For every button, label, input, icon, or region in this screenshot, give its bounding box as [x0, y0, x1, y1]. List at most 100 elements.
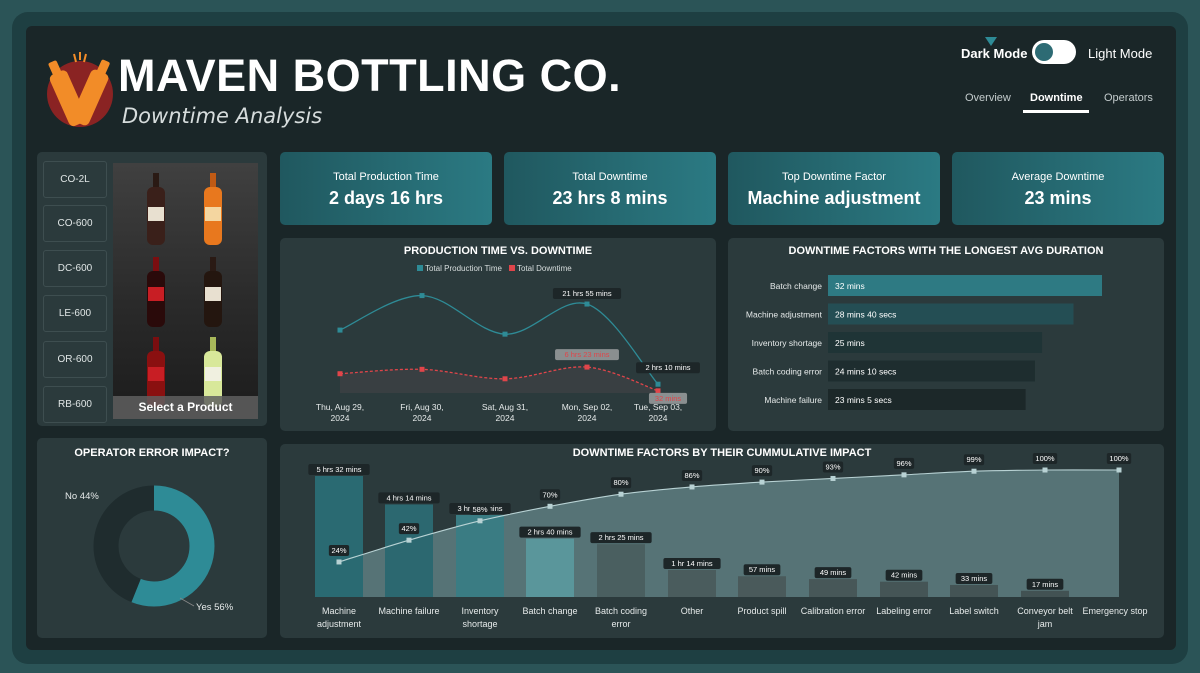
y-tick-label: Inventory shortage: [752, 338, 823, 348]
x-tick-label: Inventory: [461, 606, 499, 616]
light-mode-label[interactable]: Light Mode: [1088, 46, 1153, 61]
data-label-bg: [743, 564, 781, 576]
kpi-total-downtime: Total Downtime 23 hrs 8 mins: [504, 152, 716, 225]
pct-label-bg: [822, 461, 844, 473]
data-label-bg: [519, 526, 581, 538]
data-label: 57 mins: [749, 565, 776, 574]
data-label: 2 hrs 10 mins: [645, 363, 690, 372]
bar: [668, 570, 716, 597]
bottle-image: [147, 173, 165, 245]
data-label-bg: [308, 464, 370, 475]
production-vs-downtime-card: [280, 238, 716, 431]
pct-label-bg: [328, 544, 350, 556]
data-label: 32 mins: [655, 394, 682, 403]
data-label-bg: [648, 392, 688, 404]
product-button-dc-600[interactable]: DC-600: [43, 250, 107, 287]
data-point-production: [655, 381, 661, 387]
donut-chart: Yes 56% No 44%: [65, 485, 234, 613]
data-label: 2 hrs 25 mins: [598, 533, 643, 542]
bar: [385, 504, 433, 597]
cumulative-point: [336, 559, 342, 565]
select-product-label[interactable]: Select a Product: [113, 396, 258, 419]
cumulative-point: [618, 491, 624, 497]
y-tick-label: Machine adjustment: [746, 310, 823, 320]
data-label-bg: [814, 567, 852, 579]
chart-title: DOWNTIME FACTORS WITH THE LONGEST AVG DU…: [788, 245, 1104, 257]
legend-swatch-production: [417, 265, 423, 271]
pct-label-bg: [539, 489, 561, 501]
data-point-production: [337, 327, 343, 333]
tab-overview[interactable]: Overview: [965, 92, 1011, 104]
bar: [828, 360, 1035, 382]
pct-label-bg: [963, 454, 985, 466]
pct-label: 99%: [966, 455, 981, 464]
x-tick-label: jam: [1037, 619, 1053, 629]
x-tick-label: Calibration error: [801, 606, 866, 616]
data-point-downtime: [655, 388, 661, 394]
pct-label-bg: [893, 457, 915, 469]
x-tick-label: Product spill: [737, 606, 786, 616]
kpi-label: Total Downtime: [572, 171, 648, 183]
bar: [950, 584, 998, 597]
x-tick-label: shortage: [462, 619, 497, 629]
product-button-co-600[interactable]: CO-600: [43, 205, 107, 242]
data-label-bg: [590, 532, 652, 544]
legend-label-downtime: Total Downtime: [517, 264, 572, 273]
data-point-downtime: [584, 364, 590, 370]
product-button-co-2l[interactable]: CO-2L: [43, 161, 107, 198]
tab-downtime[interactable]: Downtime: [1030, 92, 1083, 104]
kpi-value: 2 days 16 hrs: [328, 188, 444, 208]
pct-label-bg: [469, 503, 491, 515]
product-button-rb-600[interactable]: RB-600: [43, 386, 107, 423]
dark-mode-label[interactable]: Dark Mode: [961, 46, 1028, 61]
kpi-total-production-time: Total Production Time 2 days 16 hrs: [280, 152, 492, 225]
line-chart: Total Production Time Total Downtime 21 hr…: [316, 264, 700, 423]
kpi-average-downtime: Average Downtime 23 mins: [952, 152, 1164, 225]
mode-indicator-icon: [985, 37, 997, 46]
chart-title: PRODUCTION TIME VS. DOWNTIME: [403, 245, 593, 257]
product-button-or-600[interactable]: OR-600: [43, 341, 107, 378]
kpi-value: 23 hrs 8 mins: [552, 188, 668, 208]
pct-label-bg: [681, 469, 703, 481]
pct-label: 58%: [472, 505, 487, 514]
bar: [1021, 590, 1069, 597]
pct-label: 70%: [542, 490, 557, 499]
cumulative-point: [547, 503, 553, 509]
data-label-bg: [552, 288, 622, 300]
pct-label-bg: [398, 523, 420, 535]
data-label-bg: [636, 362, 700, 374]
y-tick-label: Machine failure: [764, 395, 822, 405]
x-tick-label: 2024: [649, 413, 668, 423]
slice-label: Yes 56%: [196, 602, 234, 613]
cumulative-point: [689, 484, 695, 490]
data-label: 24 mins 10 secs: [835, 367, 896, 377]
x-tick-label: Fri, Aug 30,: [400, 402, 443, 412]
kpi-top-downtime-factor: Top Downtime Factor Machine adjustment: [728, 152, 940, 225]
bar: [828, 275, 1102, 296]
kpi-label: Total Production Time: [333, 171, 439, 183]
bar: [526, 538, 574, 597]
product-button-le-600[interactable]: LE-600: [43, 295, 107, 332]
bar: [809, 579, 857, 597]
kpi-label: Average Downtime: [1011, 171, 1105, 183]
tab-operators[interactable]: Operators: [1104, 92, 1153, 104]
x-tick-label: Sat, Aug 31,: [482, 402, 528, 412]
bar: [597, 544, 645, 597]
data-label: 23 mins 5 secs: [835, 395, 892, 405]
pie-slice: [93, 485, 215, 607]
page-subtitle: Downtime Analysis: [122, 104, 323, 128]
cumulative-point: [1116, 467, 1122, 473]
pct-label-bg: [610, 477, 632, 489]
product-image-panel[interactable]: [113, 163, 258, 419]
data-label-bg: [885, 569, 923, 581]
bar: [738, 576, 786, 597]
bar: [880, 581, 928, 597]
bar: [456, 514, 504, 597]
cumulative-point: [406, 537, 412, 543]
data-label-bg: [663, 558, 721, 570]
theme-toggle[interactable]: [1032, 40, 1076, 64]
data-label: 21 hrs 55 mins: [562, 289, 611, 298]
bottle-image: [204, 257, 222, 327]
pct-label-bg: [1106, 453, 1132, 464]
x-tick-label: Label switch: [949, 606, 999, 616]
